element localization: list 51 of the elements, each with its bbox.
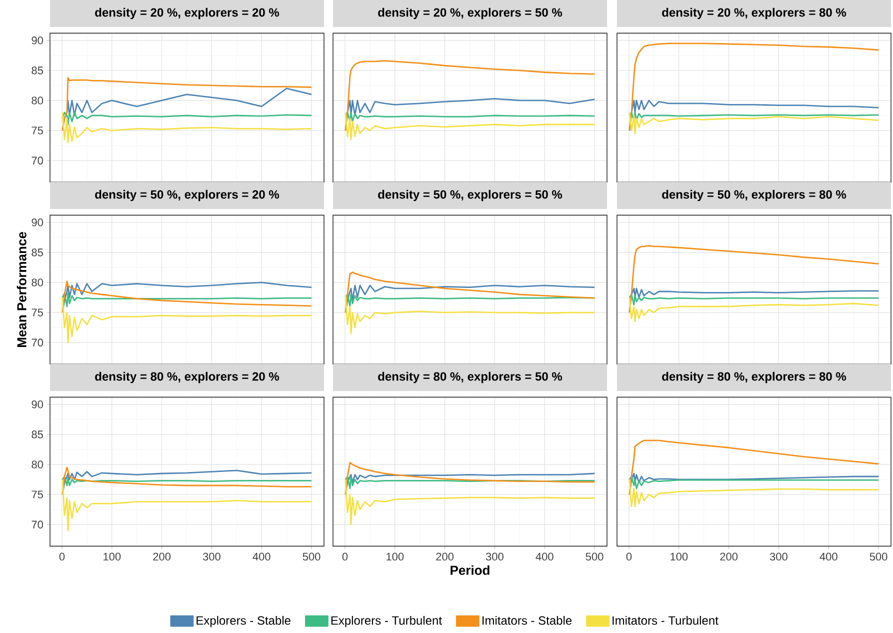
y-tick-label: 90: [32, 218, 44, 226]
y-tick-label: 70: [32, 156, 44, 164]
x-tick-label: 0: [342, 552, 348, 560]
chart-title: density = 80 %, explorers = 50 %: [378, 372, 562, 383]
x-tick-label: 300: [486, 552, 504, 560]
x-tick-label: 300: [202, 552, 220, 560]
x-tick-label: 400: [536, 552, 554, 560]
chart-title: density = 20 %, explorers = 20 %: [95, 8, 280, 19]
x-tick-label: 200: [153, 552, 171, 560]
x-tick-label: 100: [104, 552, 121, 560]
x-tick-label: 500: [586, 552, 604, 560]
chart-title: density = 20 %, explorers = 50 %: [378, 8, 562, 19]
x-tick-label: 200: [720, 552, 738, 560]
legend-label: Explorers - Stable: [196, 616, 290, 628]
y-axis-title: Mean Performance: [16, 232, 26, 347]
y-tick-label: 80: [32, 278, 44, 286]
y-tick-label: 75: [32, 308, 43, 316]
y-tick-label: 75: [32, 126, 43, 134]
y-tick-label: 75: [32, 490, 43, 498]
y-tick-label: 80: [32, 96, 44, 104]
chart-title: density = 80 %, explorers = 80 %: [662, 372, 846, 383]
line-series: [62, 112, 312, 144]
x-tick-label: 0: [626, 552, 632, 560]
x-tick-label: 100: [386, 552, 404, 560]
x-tick-label: 100: [670, 552, 688, 560]
legend-label: Explorers - Turbulent: [331, 616, 442, 628]
x-tick-label: 300: [770, 552, 788, 560]
chart-title: density = 50 %, explorers = 20 %: [95, 190, 280, 201]
legend-label: Imitators - Turbulent: [612, 616, 718, 625]
y-tick-label: 70: [32, 338, 44, 346]
y-tick-label: 90: [32, 400, 44, 408]
x-tick-label: 500: [302, 552, 320, 560]
chart-title: density = 80 %, explorers = 20 %: [95, 372, 280, 383]
y-tick-label: 70: [32, 520, 44, 528]
y-tick-label: 80: [32, 460, 44, 468]
y-tick-label: 85: [32, 248, 43, 256]
chart-title: density = 50 %, explorers = 50 %: [378, 190, 562, 201]
x-tick-label: 0: [59, 552, 65, 560]
y-tick-label: 85: [32, 66, 43, 74]
line-series: [62, 296, 312, 344]
y-tick-label: 85: [32, 430, 43, 438]
x-axis-title: Period: [450, 565, 490, 575]
x-tick-label: 400: [820, 552, 838, 560]
x-tick-label: 500: [870, 552, 888, 560]
line-series: [62, 112, 312, 126]
x-tick-label: 400: [252, 552, 270, 560]
y-tick-label: 90: [32, 36, 44, 44]
chart-title: density = 50 %, explorers = 80 %: [662, 190, 846, 201]
legend-label: Imitators - Stable: [482, 616, 572, 625]
chart-title: density = 20 %, explorers = 80 %: [662, 8, 846, 19]
x-tick-label: 200: [436, 552, 454, 560]
